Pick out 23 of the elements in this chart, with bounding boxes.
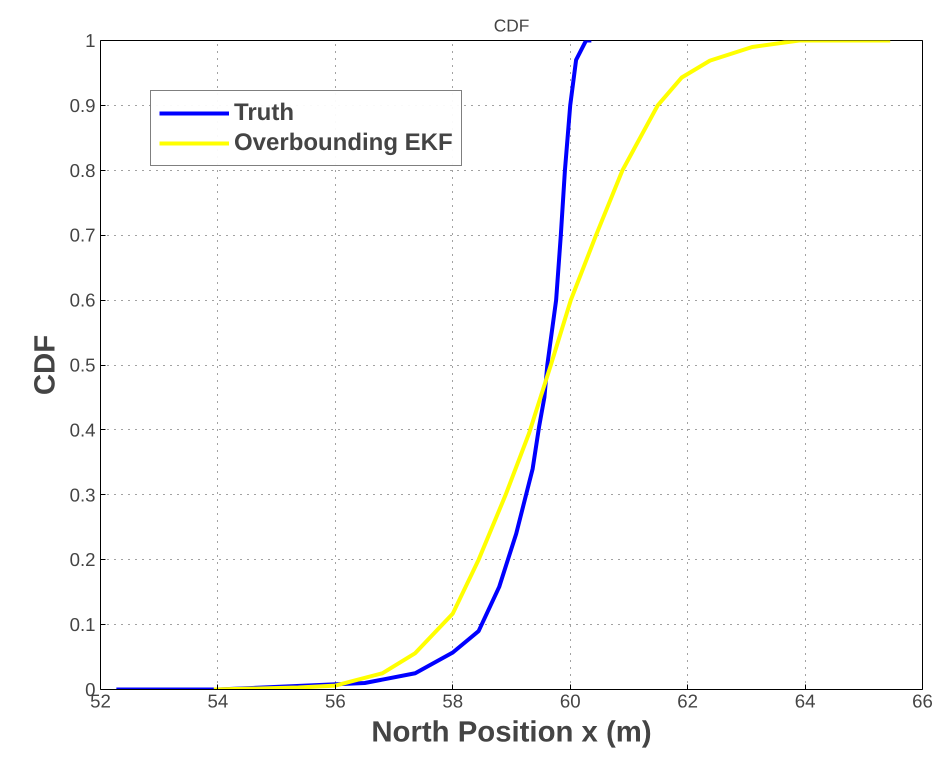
y-tick-label: 0.5	[70, 354, 96, 376]
y-tick-label: 0.1	[70, 614, 96, 636]
x-tick-label: 62	[677, 690, 698, 712]
y-tick-label: 0.7	[70, 224, 96, 246]
x-axis-title: North Position x (m)	[371, 716, 652, 748]
y-tick-label: 0.8	[70, 160, 96, 181]
y-tick-label: 0.2	[70, 549, 96, 570]
y-tick-label: 0.9	[70, 94, 96, 116]
x-tick-label: 60	[560, 690, 581, 712]
x-tick-label: 54	[208, 690, 228, 712]
legend-label: Truth	[234, 99, 294, 127]
x-tick-label: 58	[442, 690, 464, 712]
x-tick-label: 66	[912, 690, 933, 712]
x-tick-label: 56	[324, 690, 346, 712]
chart-title: CDF	[494, 16, 530, 36]
y-axis-title: CDF	[28, 334, 62, 396]
y-tick-label: 0.4	[70, 419, 96, 440]
y-tick-label: 0.3	[70, 484, 96, 506]
y-tick-label: 0.6	[70, 290, 96, 311]
y-tick-label: 1	[85, 30, 96, 51]
line-series	[212, 40, 892, 690]
x-tick-label: 64	[794, 690, 816, 712]
legend-label: Overbounding EKF	[234, 129, 453, 157]
